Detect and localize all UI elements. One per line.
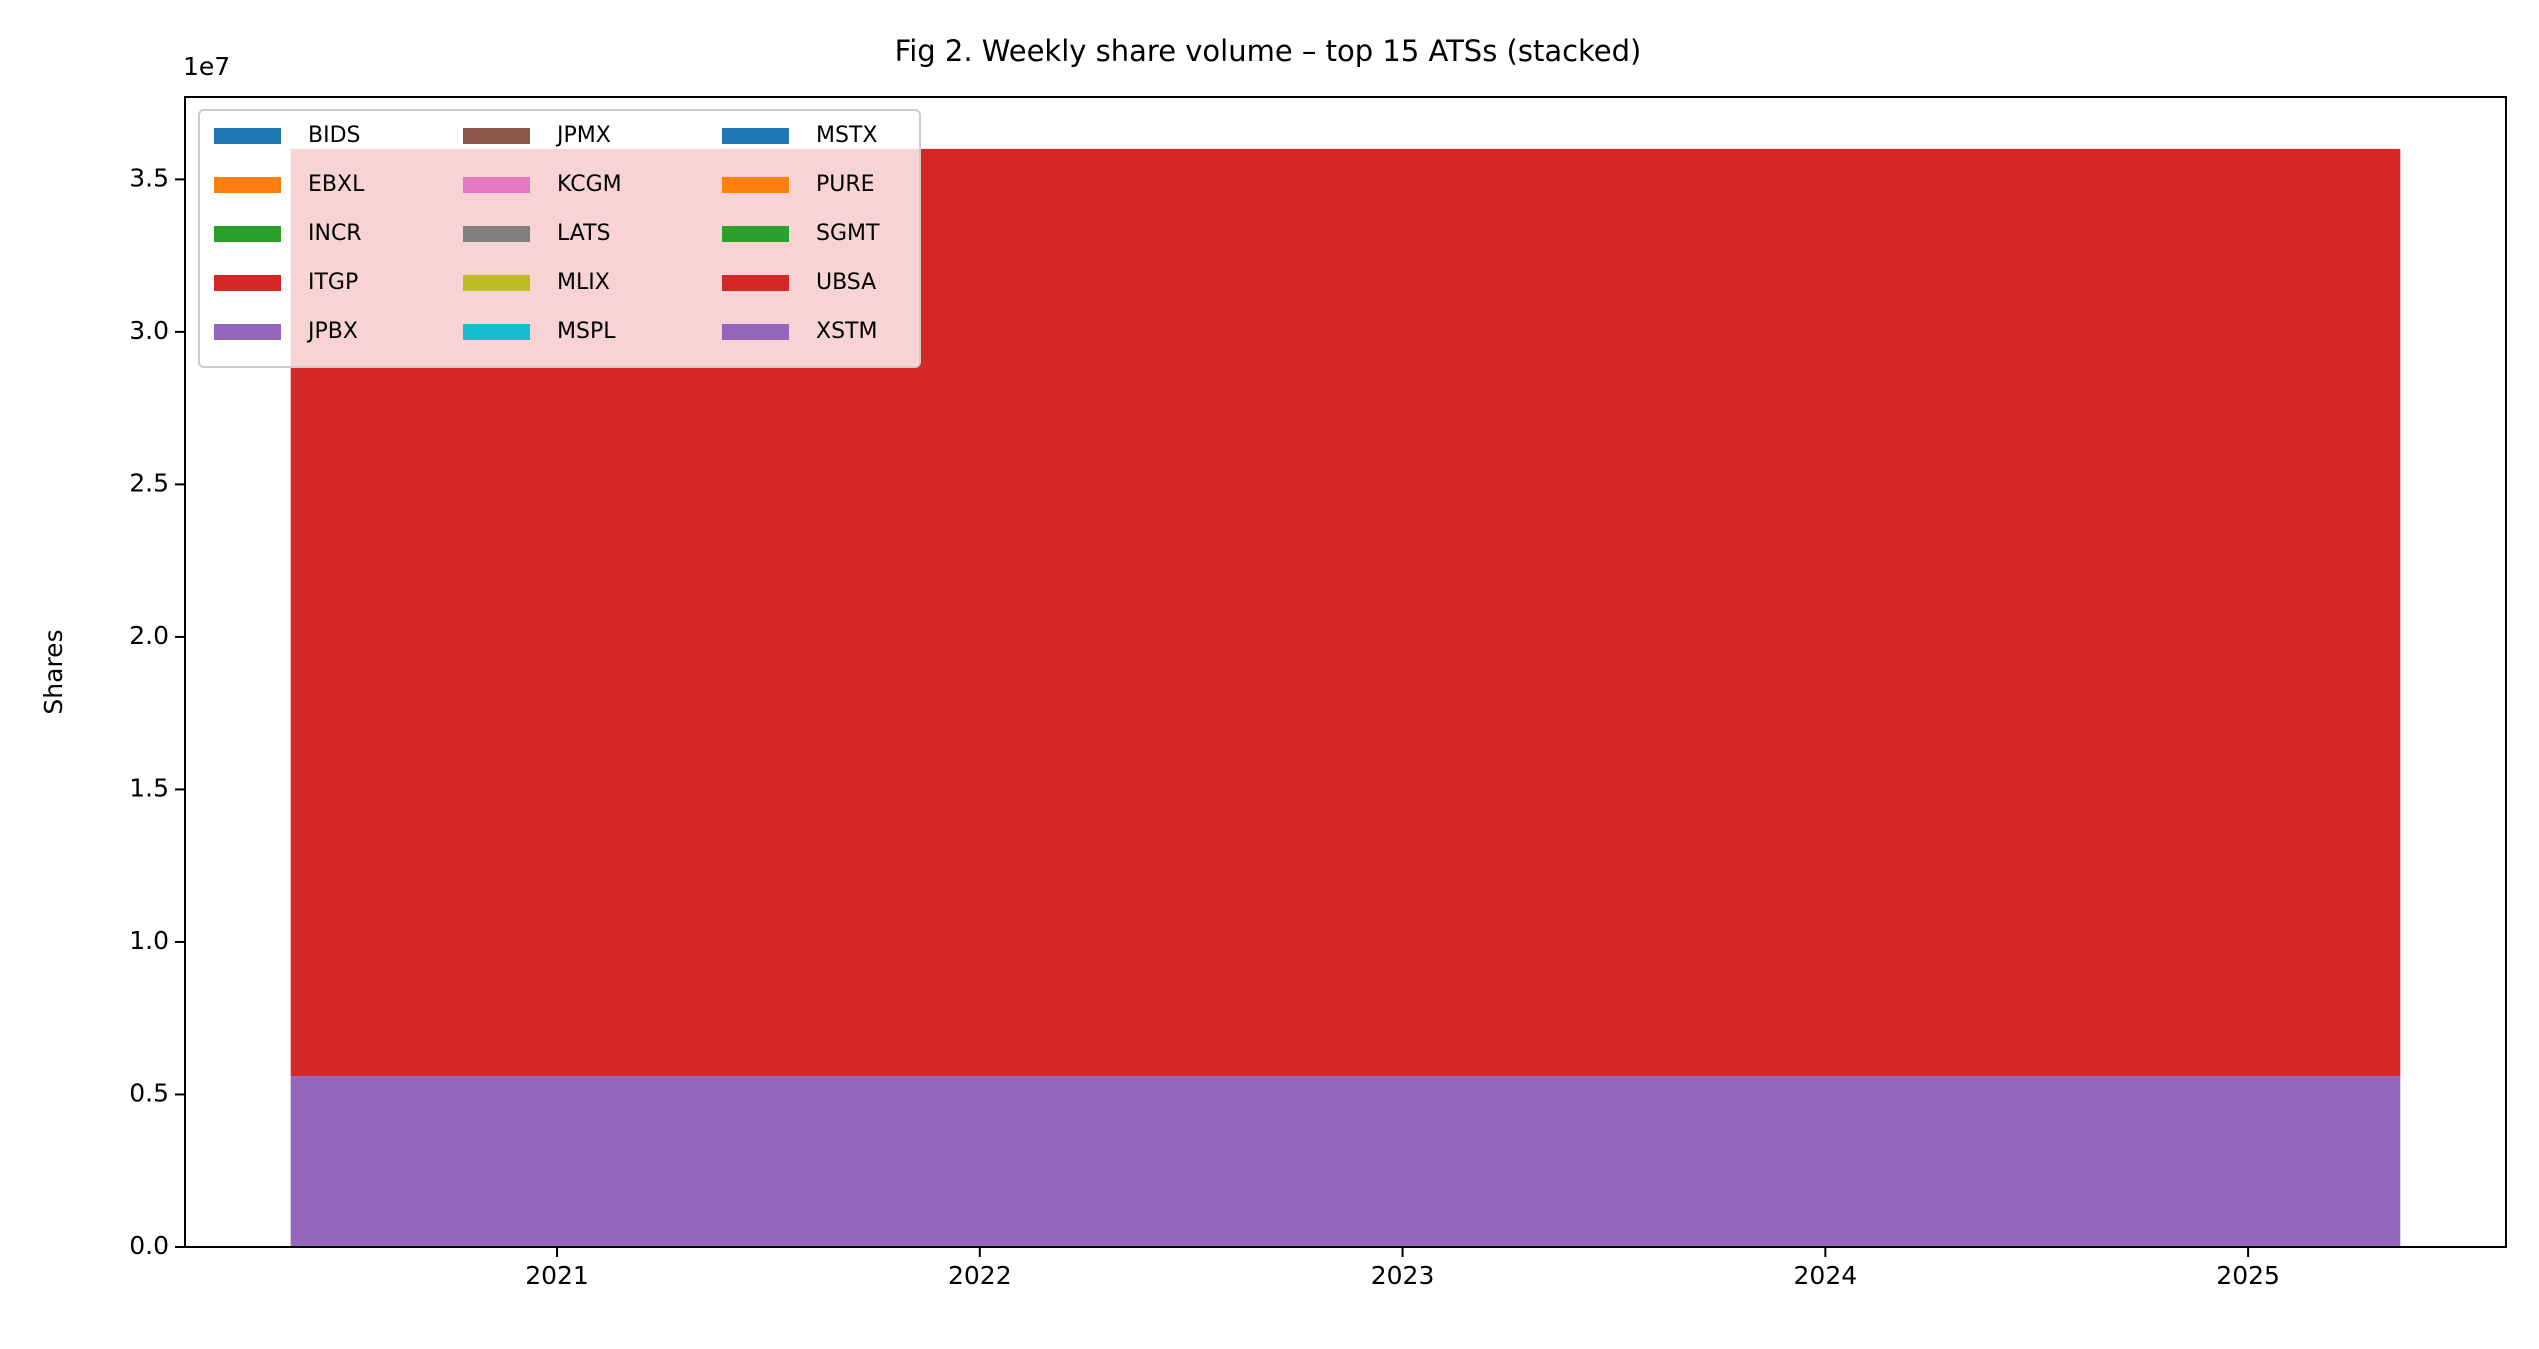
legend-swatch	[214, 226, 281, 242]
area	[290, 1076, 2401, 1247]
legend-swatch	[463, 177, 530, 193]
legend-label: JPBX	[306, 319, 358, 344]
legend-swatch	[463, 324, 530, 340]
plot-frame	[184, 96, 2507, 1248]
legend: BIDS EBXL INCR ITGP JPBX JPMX KCGM LATS MLIX MSPL…	[198, 109, 921, 368]
legend-swatch	[463, 226, 530, 242]
legend-swatch	[722, 177, 789, 193]
legend-swatch	[214, 177, 281, 193]
legend-label: INCR	[308, 221, 362, 246]
x-tick-label: 2022	[948, 1261, 1012, 1290]
legend-swatch	[722, 275, 789, 291]
x-tick-label: 2023	[1371, 1261, 1435, 1290]
legend-swatch	[214, 324, 281, 340]
legend-swatch	[214, 128, 281, 144]
legend-swatch	[722, 226, 789, 242]
legend-label: UBSA	[816, 270, 876, 295]
chart-title: Fig 2. Weekly share volume – top 15 ATSs…	[895, 34, 1642, 68]
legend-swatch	[463, 275, 530, 291]
legend-label: XSTM	[816, 319, 877, 344]
y-tick-label: 0.0	[129, 1231, 169, 1260]
legend-label: MSPL	[557, 319, 616, 344]
y-tick-label: 1.0	[129, 926, 169, 955]
legend-label: JPMX	[555, 123, 611, 148]
legend-swatch	[722, 324, 789, 340]
y-tick-label: 1.5	[129, 773, 169, 802]
legend-label: BIDS	[308, 123, 361, 148]
axes: 0.0 0.5 1.0 1.5 2.0 2.5 3.0 3.5 2021 2022 2023 2024…	[129, 163, 2280, 1290]
legend-swatch	[463, 128, 530, 144]
legend-label: PURE	[816, 172, 875, 197]
legend-label: ITGP	[308, 270, 358, 295]
y-tick-label: 3.5	[129, 163, 169, 192]
y-tick-label: 2.5	[129, 468, 169, 497]
x-tick-label: 2021	[525, 1261, 589, 1290]
y-offset-label: 1e7	[183, 52, 230, 81]
y-tick-label: 3.0	[129, 316, 169, 345]
areas	[290, 148, 2401, 1247]
legend-frame	[198, 109, 921, 368]
legend-label: LATS	[557, 221, 611, 246]
area	[290, 148, 2401, 1077]
y-tick-label: 0.5	[129, 1078, 169, 1107]
legend-swatch	[722, 128, 789, 144]
x-tick-label: 2024	[1794, 1261, 1858, 1290]
legend-label: MLIX	[557, 270, 610, 295]
y-axis-label: Shares	[39, 629, 68, 714]
legend-label: KCGM	[557, 172, 622, 197]
y-tick-label: 2.0	[129, 621, 169, 650]
x-tick-label: 2025	[2216, 1261, 2280, 1290]
legend-swatch	[214, 275, 281, 291]
legend-label: MSTX	[816, 123, 877, 148]
legend-label: EBXL	[308, 172, 365, 197]
legend-label: SGMT	[816, 221, 880, 246]
